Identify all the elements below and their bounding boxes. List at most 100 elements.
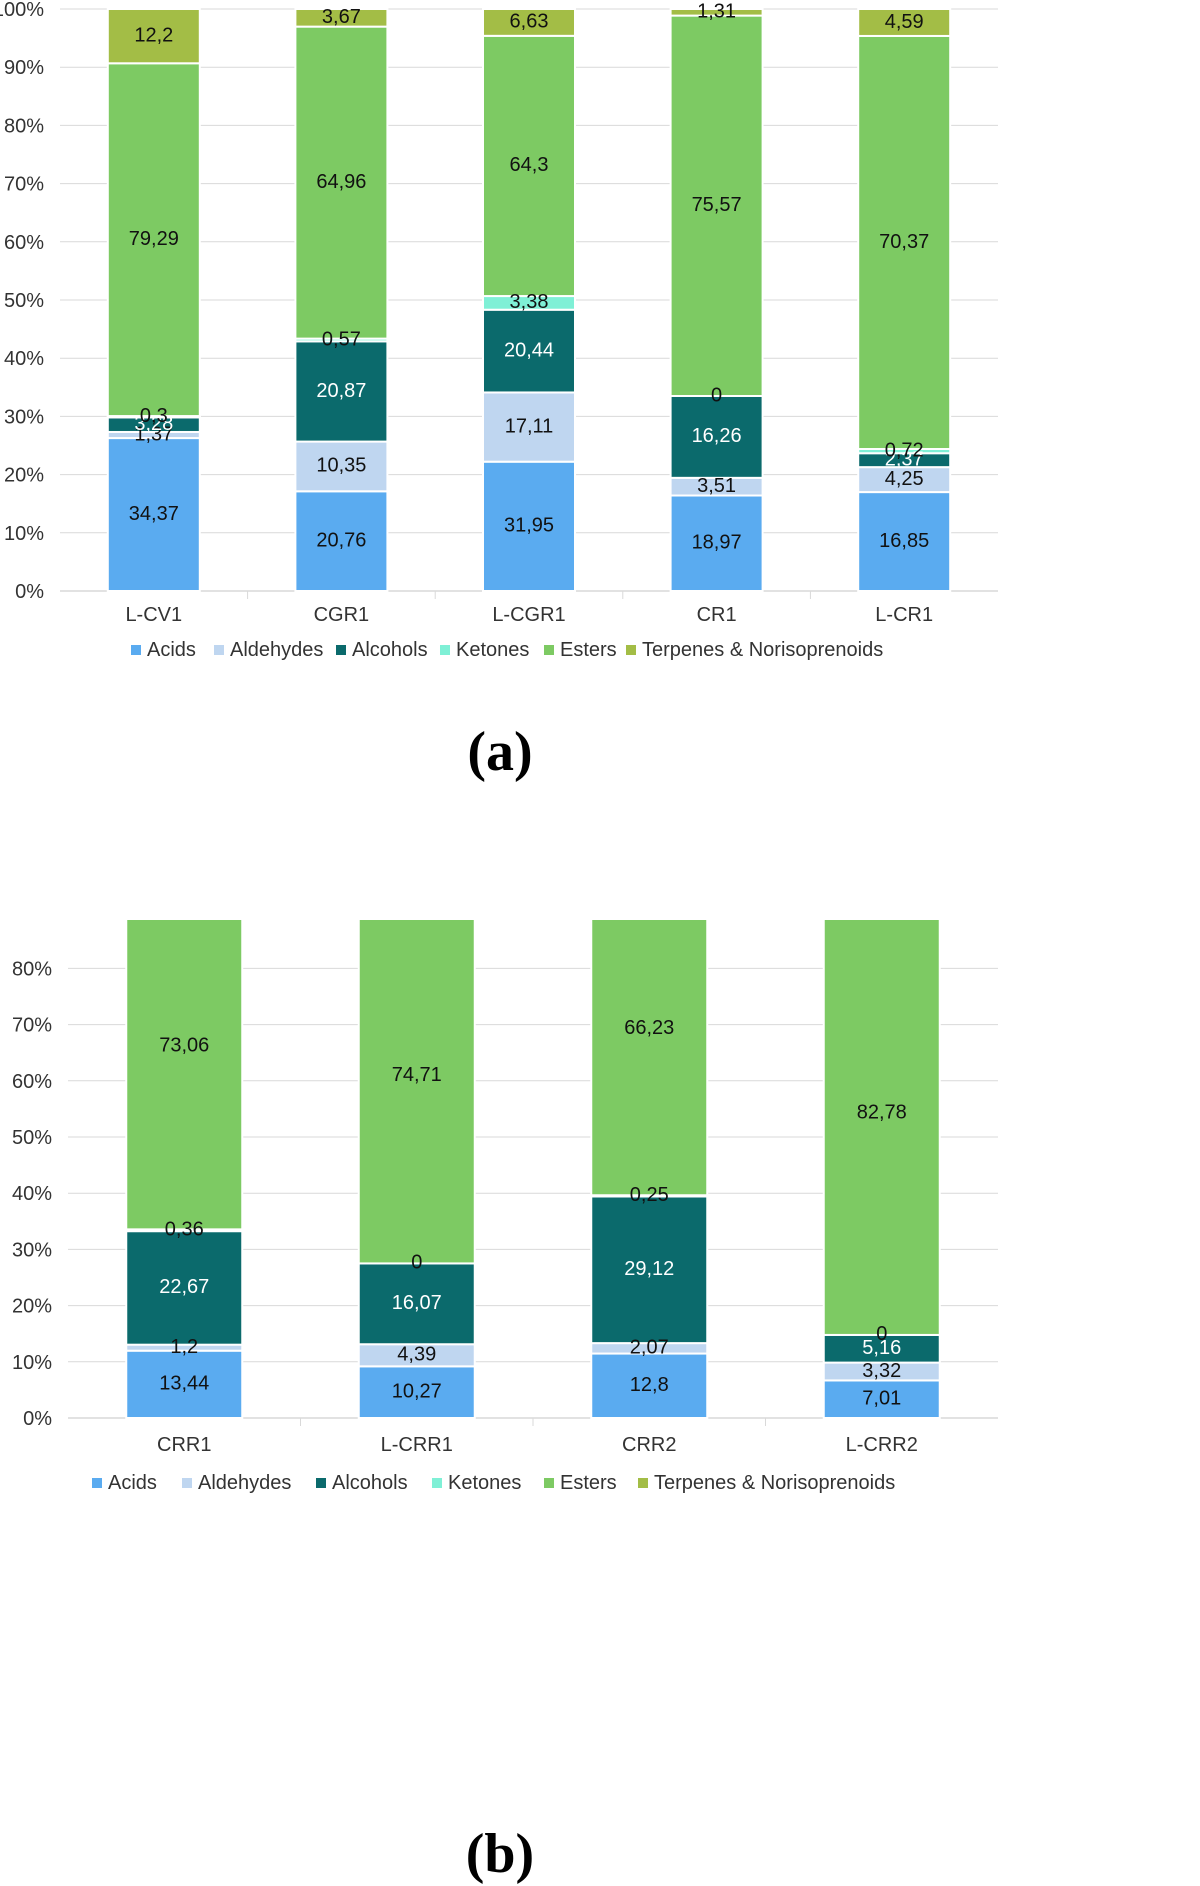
y-tick-label: 40% bbox=[12, 1183, 52, 1205]
legend-swatch-aldehydes bbox=[182, 1478, 192, 1488]
y-tick-label: 10% bbox=[4, 523, 44, 545]
data-label-ketones-l-cgr1: 3,38 bbox=[510, 291, 549, 313]
data-label-ketones-crr1: 0,36 bbox=[165, 1219, 204, 1241]
legend: Acids Aldehydes Alcohols Ketones Esters Terpe… bbox=[131, 639, 883, 661]
legend-swatch-acids bbox=[131, 645, 141, 655]
data-label-ketones-l-cv1: 0,3 bbox=[140, 405, 168, 427]
data-label-aldehydes-cr1: 3,51 bbox=[697, 475, 736, 497]
data-label-alcohols-cr1: 16,26 bbox=[692, 425, 742, 447]
y-tick-label: 90% bbox=[4, 57, 44, 79]
bar-stack-l-crr1 bbox=[357, 920, 476, 1419]
data-label-esters-crr2: 66,23 bbox=[624, 1017, 674, 1039]
x-tick-label: CRR1 bbox=[157, 1434, 211, 1456]
x-tick-label: CGR1 bbox=[314, 604, 370, 626]
bar-acids-l-crr2 bbox=[822, 1379, 941, 1419]
bar-esters-l-cgr1 bbox=[482, 34, 576, 298]
data-label-terpenes-norisoprenoids-l-cgr1: 6,63 bbox=[510, 11, 549, 33]
data-label-aldehydes-l-crr1: 4,39 bbox=[397, 1344, 436, 1366]
legend-label-ketones: Ketones bbox=[456, 639, 529, 661]
bar-acids-l-cv1 bbox=[106, 437, 201, 592]
bar-aldehydes-l-cgr1 bbox=[482, 391, 576, 463]
y-tick-label: 20% bbox=[4, 465, 44, 487]
data-label-alcohols-l-crr1: 16,07 bbox=[392, 1292, 442, 1314]
bar-alcohols-crr2 bbox=[590, 1195, 709, 1345]
y-axis: 0%10%20%30%40%50%60%70%80%90%100% bbox=[12, 920, 52, 1430]
x-tick-label: L-CGR1 bbox=[492, 604, 565, 626]
bar-stack-crr1 bbox=[125, 920, 244, 1419]
legend-label-aldehydes: Aldehydes bbox=[230, 639, 323, 661]
data-label-esters-l-crr1: 74,71 bbox=[392, 1064, 442, 1086]
y-tick-label: 50% bbox=[12, 1127, 52, 1149]
chart-a: 0% 10% 20% 30% 40% 50% 60% 70% 80% 90% 100% 34,37 1,… bbox=[0, 0, 998, 783]
data-label-esters-cr1: 75,57 bbox=[692, 194, 742, 216]
panel-label: (a) bbox=[467, 721, 532, 783]
legend-label-aldehydes: Aldehydes bbox=[198, 1472, 291, 1494]
bar-esters-crr2 bbox=[590, 920, 709, 1197]
bar-acids-l-cgr1 bbox=[482, 460, 576, 592]
legend-label-esters: Esters bbox=[560, 639, 617, 661]
data-label-ketones-cr1: 0 bbox=[711, 384, 722, 406]
y-tick-label: 70% bbox=[12, 1015, 52, 1037]
bars bbox=[125, 920, 941, 1419]
bar-alcohols-l-cgr1 bbox=[482, 308, 576, 394]
data-label-alcohols-cgr1: 20,87 bbox=[316, 380, 366, 402]
y-tick-label: 10% bbox=[12, 1352, 52, 1374]
bar-terpenes-norisoprenoids-l-cv1 bbox=[106, 8, 201, 65]
legend-swatch-aldehydes bbox=[214, 645, 224, 655]
x-tick-label: CRR2 bbox=[622, 1434, 676, 1456]
data-label-aldehydes-cgr1: 10,35 bbox=[316, 455, 366, 477]
bar-terpenes-norisoprenoids-cr1 bbox=[669, 8, 764, 17]
y-tick-label: 100% bbox=[0, 0, 44, 21]
y-tick-label: 70% bbox=[4, 174, 44, 196]
bar-alcohols-l-crr2 bbox=[822, 1333, 941, 1364]
y-tick-label: 60% bbox=[12, 1071, 52, 1093]
bar-aldehydes-cgr1 bbox=[294, 440, 389, 493]
data-label-acids-l-cv1: 34,37 bbox=[129, 503, 179, 525]
y-tick-label: 80% bbox=[4, 115, 44, 137]
data-label-aldehydes-l-cr1: 4,25 bbox=[885, 468, 924, 490]
data-labels: 13,441,222,670,3673,061,4910,274,3916,07… bbox=[159, 1017, 907, 1410]
legend-label-alcohols: Alcohols bbox=[352, 639, 428, 661]
legend-swatch-alcohols bbox=[316, 1478, 326, 1488]
legend-label-acids: Acids bbox=[147, 639, 196, 661]
data-label-ketones-l-crr2: 0 bbox=[876, 1323, 887, 1345]
data-label-terpenes-norisoprenoids-l-cv1: 12,2 bbox=[134, 24, 173, 46]
legend: Acids Aldehydes Alcohols Ketones Esters Terpe… bbox=[92, 1472, 895, 1494]
bar-alcohols-cr1 bbox=[669, 394, 764, 479]
x-tick-label: L-CR1 bbox=[875, 604, 933, 626]
bar-acids-cr1 bbox=[669, 494, 764, 593]
legend-swatch-esters bbox=[544, 645, 554, 655]
legend-label-acids: Acids bbox=[108, 1472, 157, 1494]
bar-terpenes-norisoprenoids-cgr1 bbox=[294, 8, 389, 28]
data-label-esters-crr1: 73,06 bbox=[159, 1035, 209, 1057]
legend-swatch-ketones bbox=[432, 1478, 442, 1488]
data-label-acids-crr1: 13,44 bbox=[159, 1373, 209, 1395]
y-tick-label: 0% bbox=[15, 581, 44, 603]
legend-label-esters: Esters bbox=[560, 1472, 617, 1494]
legend-swatch-terpenes-norisoprenoids bbox=[626, 645, 636, 655]
legend-label-ketones: Ketones bbox=[448, 1472, 521, 1494]
y-tick-label: 20% bbox=[12, 1296, 52, 1318]
bar-acids-l-cr1 bbox=[857, 491, 952, 592]
data-label-alcohols-l-cr1: 2,37 bbox=[885, 448, 924, 470]
data-label-acids-l-cgr1: 31,95 bbox=[504, 515, 554, 537]
y-tick-label: 60% bbox=[4, 232, 44, 254]
data-label-ketones-crr2: 0,25 bbox=[630, 1184, 669, 1206]
legend-swatch-ketones bbox=[440, 645, 450, 655]
data-label-ketones-l-cr1: 0,72 bbox=[885, 439, 924, 461]
data-label-acids-cgr1: 20,76 bbox=[316, 529, 366, 551]
bar-stack-crr2 bbox=[590, 920, 709, 1419]
panel-label: (b) bbox=[466, 1823, 534, 1885]
y-tick-label: 90% bbox=[12, 920, 52, 924]
x-axis: L-CV1 CGR1 L-CGR1 CR1 L-CR1 bbox=[125, 591, 933, 626]
bar-esters-crr1 bbox=[125, 920, 244, 1231]
legend-swatch-acids bbox=[92, 1478, 102, 1488]
data-label-esters-l-cr1: 70,37 bbox=[879, 231, 929, 253]
y-tick-label: 0% bbox=[23, 1408, 52, 1430]
bar-acids-crr2 bbox=[590, 1352, 709, 1419]
bar-alcohols-cgr1 bbox=[294, 340, 389, 443]
data-label-acids-crr2: 12,8 bbox=[630, 1374, 669, 1396]
bar-alcohols-l-crr1 bbox=[357, 1262, 476, 1346]
bar-aldehydes-l-cr1 bbox=[857, 466, 952, 494]
